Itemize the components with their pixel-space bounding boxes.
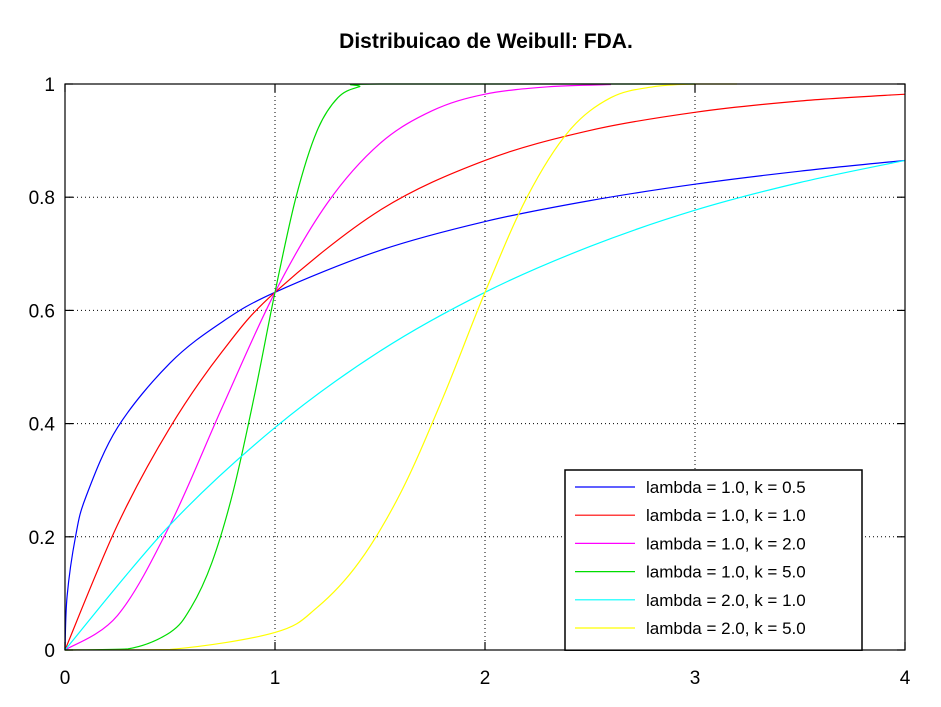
series-line-1 <box>64 159 906 651</box>
x-tick-labels: 0 1 2 3 4 <box>60 668 911 689</box>
series-line-3 <box>64 83 612 651</box>
chart-title: Distribuicao de Weibull: FDA. <box>339 30 633 53</box>
y-tick-label: 1 <box>44 75 55 96</box>
x-tick-label: 3 <box>690 668 701 689</box>
y-tick-label: 0.2 <box>29 528 55 549</box>
legend-label: lambda = 1.0, k = 2.0 <box>646 534 806 553</box>
legend: lambda = 1.0, k = 0.5 lambda = 1.0, k = 1… <box>564 469 863 651</box>
x-tick-label: 2 <box>480 668 491 689</box>
x-tick-label: 1 <box>270 668 281 689</box>
series-line-5 <box>64 159 906 651</box>
y-tick-label: 0.4 <box>29 415 56 436</box>
legend-label: lambda = 1.0, k = 0.5 <box>646 478 806 497</box>
y-tick-label: 0.8 <box>29 188 55 209</box>
legend-box <box>564 469 863 651</box>
y-tick-labels: 0 0.2 0.4 0.6 0.8 1 <box>29 75 56 662</box>
y-tick-label: 0.6 <box>29 301 55 322</box>
legend-label: lambda = 2.0, k = 1.0 <box>646 591 806 610</box>
legend-label: lambda = 2.0, k = 5.0 <box>646 619 806 638</box>
series-line-2 <box>64 93 906 651</box>
legend-label: lambda = 1.0, k = 1.0 <box>646 506 806 525</box>
y-tick-label: 0 <box>44 641 55 662</box>
x-tick-label: 0 <box>60 668 71 689</box>
legend-label: lambda = 1.0, k = 5.0 <box>646 563 806 582</box>
series-lines <box>64 83 906 651</box>
series-line-6 <box>64 83 737 651</box>
x-tick-label: 4 <box>900 668 911 689</box>
